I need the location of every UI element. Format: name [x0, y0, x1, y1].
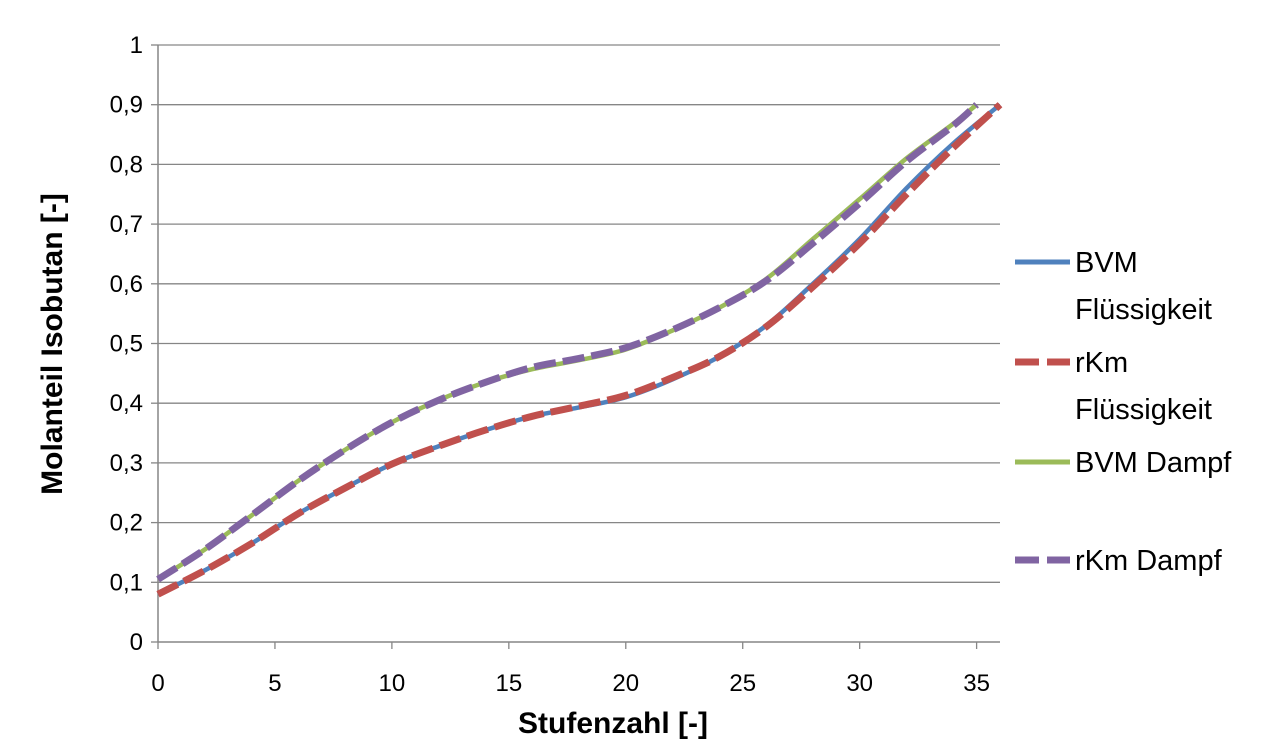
y-tick-label: 1	[130, 32, 143, 59]
legend-label: BVM	[1075, 247, 1138, 279]
y-tick-label: 0,8	[110, 151, 143, 178]
y-tick-label: 0,2	[110, 510, 143, 537]
x-tick-labels: 0 5 10 15 20 25 30 35	[151, 670, 990, 697]
series-line-rkm-dampf	[156, 102, 979, 583]
series-lines	[156, 102, 1003, 598]
y-tick-label: 0	[130, 629, 143, 656]
y-tick-labels: 0 0,1 0,2 0,3 0,4 0,5 0,6 0,7 0,8 0,9 1	[110, 32, 143, 656]
y-tick-label: 0,7	[110, 211, 143, 238]
axes	[151, 44, 1000, 649]
y-axis-title: Molanteil Isobutan [-]	[36, 193, 69, 495]
x-tick-label: 20	[612, 670, 639, 697]
y-tick-label: 0,1	[110, 569, 143, 596]
x-axis-title: Stufenzahl [-]	[518, 707, 708, 740]
series-line-rkm-fl-ssigkeit	[156, 102, 1003, 598]
x-tick-label: 25	[729, 670, 756, 697]
y-tick-label: 0,9	[110, 92, 143, 119]
x-tick-label: 0	[151, 670, 164, 697]
legend-label: rKm	[1075, 347, 1128, 379]
grid-lines	[158, 44, 1000, 583]
series-line-bvm-dampf	[156, 102, 979, 582]
legend: BVM Flüssigkeit rKm Flüssigkeit BVM Dampf rKm…	[1015, 247, 1232, 577]
x-tick-label: 15	[495, 670, 522, 697]
x-tick-label: 30	[846, 670, 873, 697]
legend-label: Flüssigkeit	[1075, 294, 1212, 326]
legend-label: Flüssigkeit	[1075, 394, 1212, 426]
x-tick-label: 35	[963, 670, 990, 697]
legend-label: BVM Dampf	[1075, 447, 1232, 479]
y-tick-label: 0,6	[110, 271, 143, 298]
x-tick-label: 5	[268, 670, 281, 697]
y-tick-label: 0,3	[110, 450, 143, 477]
x-tick-label: 10	[379, 670, 406, 697]
y-tick-label: 0,4	[110, 390, 143, 417]
legend-label: rKm Dampf	[1075, 545, 1223, 577]
y-tick-label: 0,5	[110, 331, 143, 358]
